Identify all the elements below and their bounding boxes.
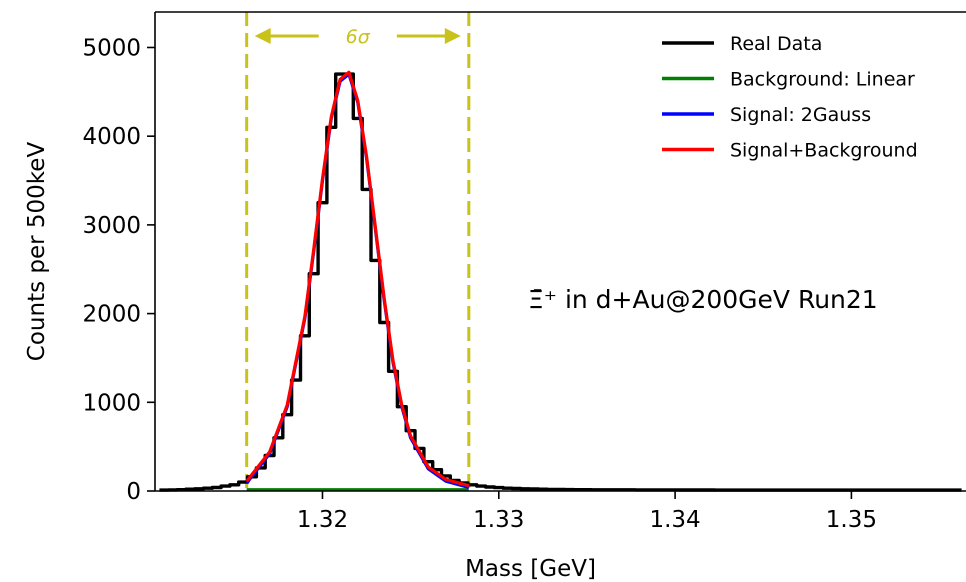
y-ticks: 0 1000 2000 3000 4000 5000 bbox=[82, 35, 155, 505]
y-tick-label: 2000 bbox=[82, 302, 141, 328]
x-tick-label: 1.34 bbox=[649, 507, 700, 533]
y-tick-label: 0 bbox=[126, 479, 141, 505]
legend: Real Data Background: Linear Signal: 2Gaus… bbox=[662, 33, 918, 162]
window-band: 6σ bbox=[245, 12, 471, 491]
x-tick-label: 1.35 bbox=[826, 507, 877, 533]
y-tick-label: 1000 bbox=[82, 390, 141, 416]
window-label: 6σ bbox=[346, 26, 371, 48]
plot-frame bbox=[154, 11, 966, 492]
y-tick-label: 4000 bbox=[82, 124, 141, 150]
legend-label: Background: Linear bbox=[730, 69, 915, 91]
x-tick-label: 1.32 bbox=[297, 507, 348, 533]
y-tick-label: 5000 bbox=[82, 35, 141, 61]
y-tick-label: 3000 bbox=[82, 213, 141, 239]
window-arrowhead-left bbox=[254, 28, 271, 44]
legend-label: Real Data bbox=[730, 33, 822, 55]
dataset-annotation: Ξ̄⁺ in d+Au@200GeV Run21 bbox=[528, 285, 878, 314]
window-arrowhead-right bbox=[444, 28, 461, 44]
series-layer bbox=[159, 70, 962, 492]
x-ticks: 1.32 1.33 1.34 1.35 bbox=[297, 491, 877, 533]
x-tick-label: 1.33 bbox=[473, 507, 524, 533]
x-axis-label: Mass [GeV] bbox=[465, 556, 596, 582]
legend-label: Signal: 2Gauss bbox=[730, 104, 871, 126]
series-signal-background bbox=[245, 70, 470, 488]
y-axis-label: Counts per 500keV bbox=[24, 142, 50, 362]
legend-label: Signal+Background bbox=[730, 140, 918, 162]
